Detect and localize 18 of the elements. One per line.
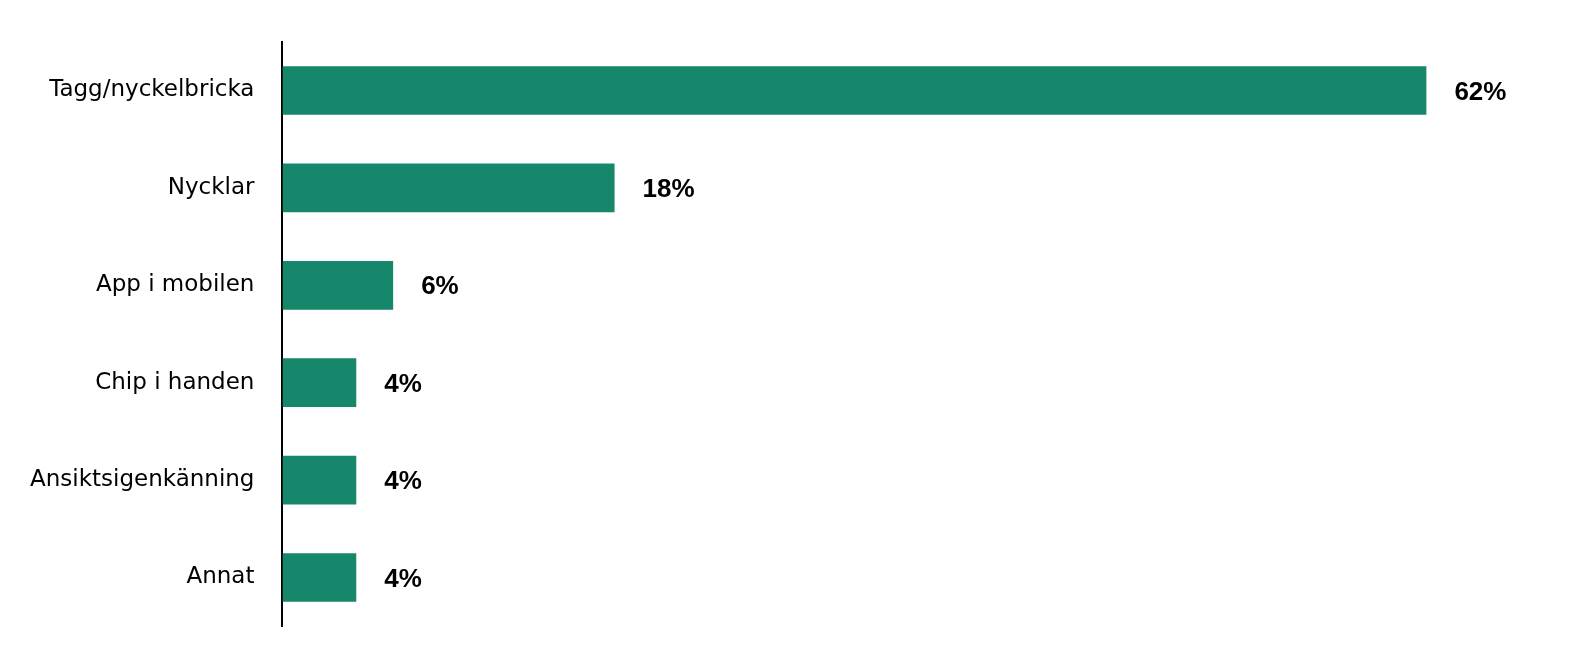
data-label: 18%	[642, 173, 695, 204]
bar	[282, 66, 1427, 115]
y-tick-label: App i mobilen	[95, 270, 255, 297]
bar	[282, 358, 357, 408]
y-tick-label: Nycklar	[167, 172, 255, 199]
bar	[282, 553, 357, 602]
y-tick-label: Chip i handen	[95, 367, 255, 394]
bar	[282, 163, 615, 213]
y-tick-label: Annat	[186, 562, 255, 589]
y-tick-label: Tagg/nyckelbricka	[48, 75, 255, 102]
bar	[282, 260, 394, 310]
data-label: 4%	[384, 465, 422, 496]
data-label: 4%	[384, 367, 422, 398]
data-label: 6%	[421, 270, 459, 301]
data-label: 62%	[1454, 75, 1507, 106]
bar	[282, 455, 357, 505]
y-tick-label: Ansiktsigenkänning	[30, 465, 255, 492]
data-label: 4%	[384, 562, 422, 593]
